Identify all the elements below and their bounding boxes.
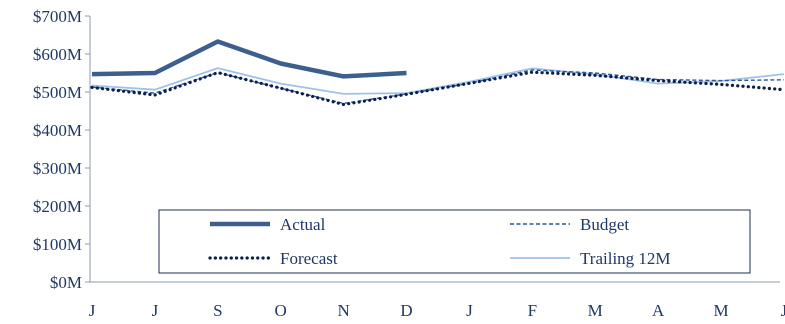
series-line-actual	[91, 39, 407, 79]
y-tick-label: $400M	[33, 121, 82, 140]
x-tick-label: J	[466, 301, 473, 320]
y-tick-label: $300M	[33, 159, 82, 178]
x-tick-label: D	[400, 301, 412, 320]
legend-label-forecast: Forecast	[280, 249, 338, 268]
legend-label-trailing-12m: Trailing 12M	[580, 249, 671, 268]
x-tick-label: A	[652, 301, 665, 320]
y-tick-label: $600M	[33, 45, 82, 64]
y-tick-label: $0M	[50, 273, 82, 292]
y-tick-label: $500M	[33, 83, 82, 102]
x-tick-label: O	[275, 301, 287, 320]
x-tick-label: S	[213, 301, 222, 320]
x-tick-label: M	[713, 301, 728, 320]
x-tick-label: N	[337, 301, 349, 320]
x-tick-label: M	[588, 301, 603, 320]
x-tick-label: J	[152, 301, 159, 320]
x-tick-label: J	[781, 301, 785, 320]
legend-box	[158, 209, 751, 274]
x-tick-label: J	[89, 301, 96, 320]
y-tick-label: $200M	[33, 197, 82, 216]
y-tick-label: $700M	[33, 7, 82, 26]
y-tick-label: $100M	[33, 235, 82, 254]
legend-label-budget: Budget	[580, 215, 629, 234]
series-line-forecast	[90, 70, 785, 107]
x-tick-label: F	[528, 301, 537, 320]
legend-label-actual: Actual	[280, 215, 326, 234]
